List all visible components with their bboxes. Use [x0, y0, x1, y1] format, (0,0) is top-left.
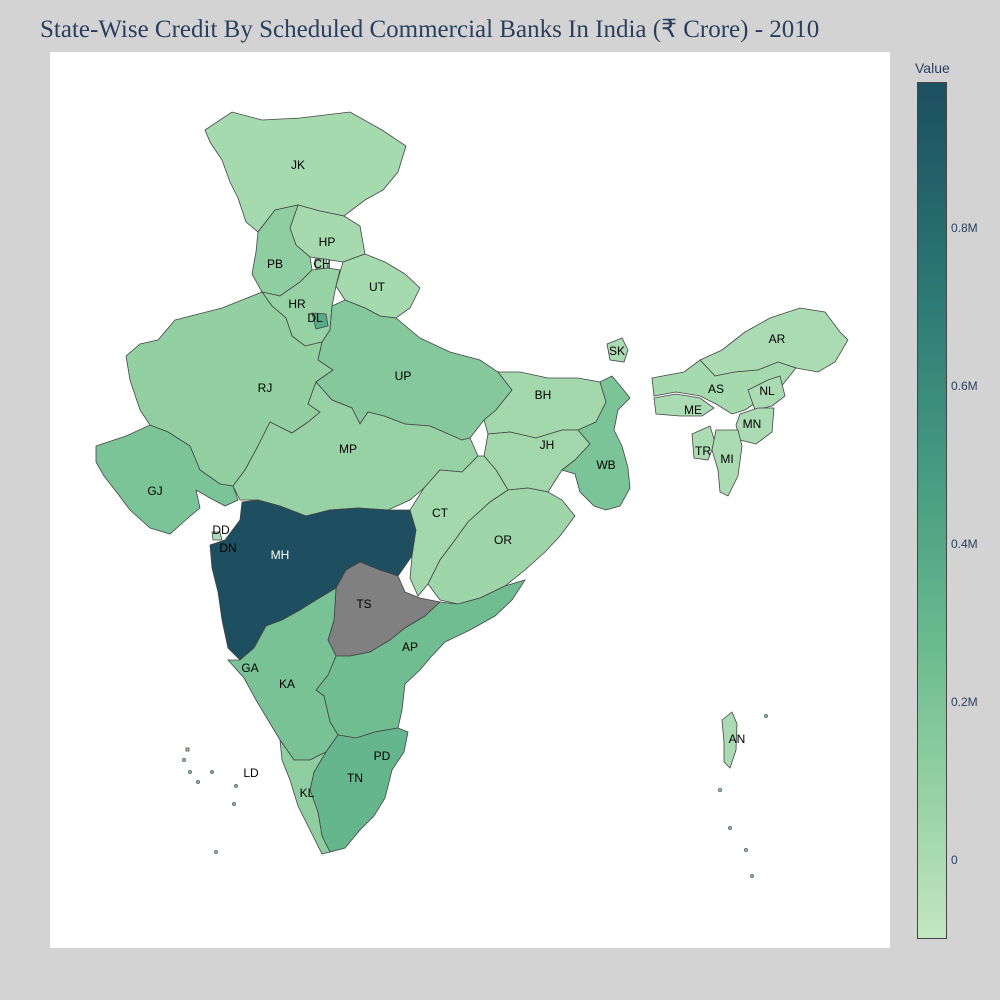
chart-title: State-Wise Credit By Scheduled Commercia… — [40, 16, 820, 43]
state-label-wb: WB — [596, 458, 615, 472]
state-label-sk: SK — [609, 344, 625, 358]
state-label-kl: KL — [300, 786, 315, 800]
state-label-pd: PD — [374, 749, 391, 763]
island-speck — [718, 788, 722, 792]
state-ut[interactable] — [335, 253, 421, 319]
island-speck — [764, 714, 768, 718]
state-label-gj: GJ — [147, 484, 162, 498]
state-label-ch: CH — [313, 257, 330, 271]
state-label-up: UP — [395, 369, 412, 383]
state-label-nl: NL — [759, 384, 775, 398]
state-label-ar: AR — [769, 332, 786, 346]
island-speck — [232, 802, 236, 806]
colorbar-tick-label: 0.2M — [951, 695, 978, 710]
island-speck — [234, 784, 238, 788]
state-ka[interactable] — [227, 587, 339, 761]
island-speck — [744, 848, 748, 852]
state-label-ts: TS — [356, 597, 371, 611]
state-label-mp: MP — [339, 442, 357, 456]
colorbar-tick-label: 0 — [951, 853, 958, 867]
state-label-pb: PB — [267, 257, 283, 271]
colorbar-tick-label: 0.8M — [951, 221, 978, 236]
state-label-an: AN — [729, 732, 746, 746]
state-label-jh: JH — [540, 438, 555, 452]
state-label-tr: TR — [695, 444, 711, 458]
state-label-rj: RJ — [258, 381, 273, 395]
island-speck — [214, 850, 218, 854]
state-label-hr: HR — [288, 297, 306, 311]
state-mi[interactable] — [711, 429, 743, 497]
state-gj[interactable] — [95, 424, 239, 535]
state-label-ga: GA — [241, 661, 258, 675]
state-label-ld: LD — [243, 766, 259, 780]
state-me[interactable] — [653, 393, 715, 417]
state-label-mn: MN — [743, 417, 762, 431]
island-speck — [182, 758, 186, 762]
state-mn[interactable] — [735, 407, 775, 445]
state-wb[interactable] — [561, 375, 631, 511]
state-sk[interactable] — [606, 337, 629, 363]
state-dd[interactable] — [211, 531, 223, 541]
state-label-hp: HP — [319, 235, 336, 249]
state-label-me: ME — [684, 403, 702, 417]
state-label-ap: AP — [402, 640, 418, 654]
state-ld[interactable] — [185, 747, 190, 752]
state-label-tn: TN — [347, 771, 363, 785]
state-label-ka: KA — [279, 677, 295, 691]
island-speck — [188, 770, 192, 774]
state-kl[interactable] — [279, 738, 331, 855]
state-label-as: AS — [708, 382, 724, 396]
state-label-mi: MI — [720, 452, 733, 466]
state-label-dn: DN — [219, 541, 236, 555]
state-or[interactable] — [427, 487, 576, 605]
state-label-ct: CT — [432, 506, 449, 520]
colorbar-tick-label: 0.4M — [951, 537, 978, 552]
state-label-jk: JK — [291, 158, 305, 172]
island-speck — [750, 874, 754, 878]
state-label-dl: DL — [307, 311, 323, 325]
island-speck — [210, 770, 214, 774]
state-an[interactable] — [721, 711, 738, 769]
state-label-or: OR — [494, 533, 512, 547]
colorbar-title: Value — [915, 60, 950, 76]
state-tr[interactable] — [691, 425, 716, 461]
state-label-mh: MH — [271, 548, 290, 562]
state-label-ut: UT — [369, 280, 386, 294]
island-speck — [728, 826, 732, 830]
island-speck — [196, 780, 200, 784]
state-dl[interactable] — [311, 312, 329, 330]
colorbar — [917, 82, 947, 939]
state-label-bh: BH — [535, 388, 552, 402]
state-label-dd: DD — [212, 523, 230, 537]
colorbar-tick-label: 0.6M — [951, 379, 978, 394]
